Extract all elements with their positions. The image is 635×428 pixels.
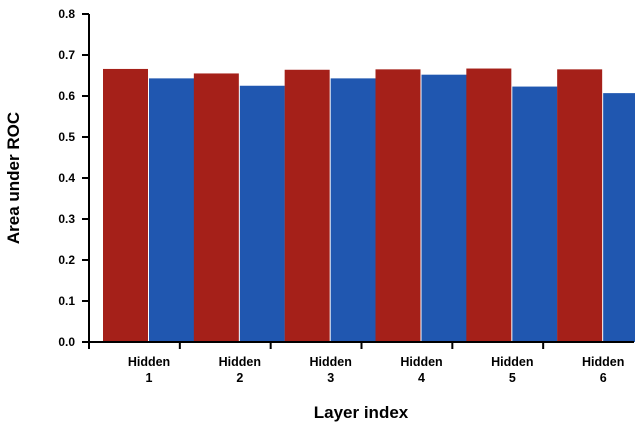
y-tick-label: 0.0	[58, 335, 75, 349]
y-tick-label: 0.2	[58, 253, 75, 267]
bar-series-2-cat-4	[421, 74, 467, 343]
bar-series-1-cat-3	[284, 69, 330, 342]
bar-series-2-cat-3	[330, 78, 376, 343]
x-axis-title: Layer index	[314, 403, 409, 422]
bar-series-2-cat-5	[512, 86, 558, 342]
y-tick-label: 0.4	[58, 171, 75, 185]
x-tick-label: Hidden 6	[582, 355, 624, 385]
bar-series-1-cat-4	[375, 69, 421, 342]
x-tick-label: Hidden 4	[400, 355, 442, 385]
x-tick-label: Hidden 5	[491, 355, 533, 385]
x-tick-label: Hidden 3	[309, 355, 351, 385]
bar-series-2-cat-1	[149, 78, 194, 343]
bar-series-1-cat-1	[103, 68, 148, 342]
x-ticks: Hidden 1 Hidden 2 Hidden 3 Hidden 4 Hidden 5 Hidde…	[88, 342, 624, 385]
y-tick-label: 0.6	[58, 89, 75, 103]
x-tick-label: Hidden 1	[128, 355, 170, 385]
y-tick-label: 0.5	[58, 130, 75, 144]
bar-series-1-cat-5	[466, 68, 512, 342]
x-tick-label: Hidden 2	[219, 355, 261, 385]
y-axis-title: Area under ROC	[4, 112, 23, 244]
y-tick-label: 0.8	[58, 7, 75, 21]
y-ticks: 0.0 0.1 0.2 0.3 0.4 0.5 0.6 0.7 0.8	[58, 7, 89, 349]
bars-layer	[103, 68, 635, 343]
y-tick-label: 0.7	[58, 48, 75, 62]
bar-series-1-cat-6	[557, 69, 603, 342]
y-tick-label: 0.1	[58, 294, 75, 308]
bar-series-1-cat-2	[193, 73, 239, 342]
y-tick-label: 0.3	[58, 212, 75, 226]
bar-series-2-cat-2	[239, 85, 285, 342]
bar-series-2-cat-6	[603, 93, 635, 342]
